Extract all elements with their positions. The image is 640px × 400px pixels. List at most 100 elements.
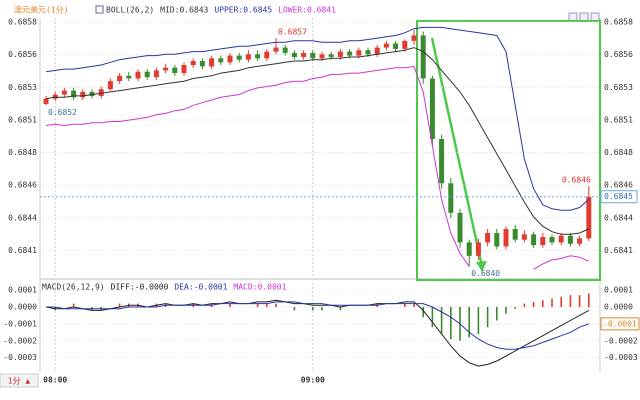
macd-bar (229, 303, 231, 307)
y-tick-label-right: 0.0000 (604, 302, 633, 311)
macd-bar (523, 303, 526, 307)
period-button-label[interactable]: 1分 ▲ (8, 377, 31, 386)
candle-body (61, 90, 67, 95)
candle-body (52, 94, 58, 99)
y-tick-label: 0.6844 (8, 213, 37, 222)
macd-bar (569, 295, 572, 307)
candle-body (457, 212, 463, 243)
macd-bar (413, 303, 415, 307)
candle-body (89, 91, 95, 96)
candle-body (540, 237, 546, 246)
y-tick-label-right: 0.6858 (604, 18, 633, 27)
candle-body (273, 47, 279, 52)
boll-line (45, 47, 589, 235)
candle-body (420, 35, 426, 79)
candle-body (135, 71, 141, 79)
legend-entry: MACD(26,12,9) (42, 283, 105, 292)
macd-bar (440, 306, 443, 335)
candle-body (383, 43, 389, 48)
candle-body (494, 233, 500, 247)
candle-body (107, 81, 113, 90)
legend-entry: UPPER:0.6845 (214, 6, 272, 15)
candle-body (291, 52, 297, 57)
candle-body (531, 234, 537, 246)
candle-body (319, 54, 325, 59)
highlight-box (416, 20, 601, 281)
candle-body (558, 235, 564, 243)
macd-bar (404, 303, 406, 307)
legend-entry: BOLL(26,2) (106, 6, 154, 15)
y-tick-label-right: 0.0001 (604, 286, 633, 295)
macd-line (46, 301, 589, 350)
candle-body (448, 183, 454, 213)
macd-bar (514, 306, 516, 309)
candle-body (577, 238, 583, 244)
y-tick-label: 0.6856 (8, 50, 37, 59)
candle-body (393, 43, 399, 49)
candle-body (80, 91, 86, 98)
candle-body (567, 235, 573, 244)
legend-icon (95, 5, 104, 14)
macd-bar (72, 303, 75, 307)
macd-bar (477, 306, 480, 335)
y-tick-label: -0.0001 (3, 319, 37, 328)
price-annotation: 0.6840 (471, 269, 500, 278)
macd-bar (532, 301, 535, 307)
macd-bar (542, 300, 544, 307)
y-tick-label-right: 0.6851 (604, 115, 633, 124)
candle-body (439, 138, 445, 184)
period-button[interactable] (0, 373, 39, 388)
candle-body (328, 54, 334, 57)
y-tick-label-right: 0.6846 (604, 181, 633, 190)
legend-entry: MID:0.6843 (160, 6, 208, 15)
candle-body (117, 75, 123, 82)
macd-bar (505, 306, 507, 314)
candle-body (402, 40, 408, 49)
tool-icon[interactable] (568, 12, 578, 22)
macd-bar (486, 306, 489, 328)
y-tick-label: 0.6858 (8, 18, 37, 27)
macd-bar (560, 296, 562, 307)
tool-icon[interactable] (579, 12, 589, 22)
y-tick-label: -0.0003 (3, 353, 37, 362)
candle-body (43, 98, 49, 104)
macd-bar (578, 295, 581, 307)
candle-body (429, 78, 435, 139)
candle-body (236, 55, 242, 60)
y-tick-label: 0.0001 (8, 286, 37, 295)
candle-body (181, 65, 187, 74)
boll-line (45, 65, 589, 270)
candle-body (126, 75, 132, 79)
y-tick-label-right: -0.0002 (604, 336, 638, 345)
macd-bar (450, 306, 452, 340)
candle-body (282, 47, 288, 53)
macd-bar (431, 306, 434, 328)
trend-arrowhead (476, 261, 487, 272)
y-tick-label: -0.0002 (3, 336, 37, 345)
candle-body (310, 52, 316, 59)
y-tick-label-right: -0.0003 (604, 353, 638, 362)
tool-icon[interactable] (590, 12, 600, 22)
candle-body (218, 58, 224, 63)
candle-body (301, 52, 307, 57)
y-tick-label: 0.6853 (8, 83, 37, 92)
candle-body (245, 54, 251, 60)
macd-bar (468, 306, 470, 338)
y-tick-label: 0.6851 (8, 115, 37, 124)
macd-bar (312, 306, 314, 311)
candle-body (163, 67, 169, 71)
macd-value-box (600, 317, 640, 331)
macd-bar (256, 303, 259, 307)
macd-bar (588, 293, 590, 307)
boll-line (45, 26, 590, 211)
candle-body (365, 50, 371, 55)
candle-body (98, 89, 104, 96)
price-box (600, 190, 638, 204)
candle-body (549, 237, 555, 243)
macd-bar (266, 303, 268, 307)
legend-entry: DIFF:-0.0000 (111, 283, 169, 292)
y-tick-label-right: 0.6841 (604, 246, 633, 255)
macd-value-label: -0.0001 (603, 319, 637, 328)
candle-body (209, 58, 215, 67)
